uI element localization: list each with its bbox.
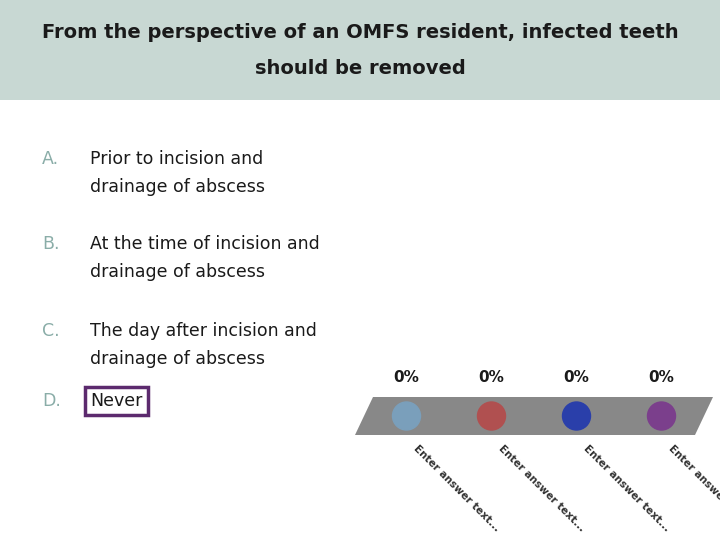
Text: 0%: 0%: [479, 370, 505, 385]
Text: Prior to incision and: Prior to incision and: [90, 150, 264, 168]
Text: C.: C.: [42, 322, 60, 340]
Text: Enter answer text...: Enter answer text...: [582, 443, 672, 533]
Text: Never: Never: [90, 392, 143, 410]
Polygon shape: [355, 397, 713, 435]
Text: Enter answer text...: Enter answer text...: [412, 443, 502, 533]
Bar: [0, 0, 720, 100]
Text: A.: A.: [42, 150, 59, 168]
Text: drainage of abscess: drainage of abscess: [90, 178, 265, 196]
Text: D.: D.: [42, 392, 61, 410]
Text: From the perspective of an OMFS resident, infected teeth: From the perspective of an OMFS resident…: [42, 23, 678, 42]
Circle shape: [647, 402, 675, 430]
Text: drainage of abscess: drainage of abscess: [90, 350, 265, 368]
Text: The day after incision and: The day after incision and: [90, 322, 317, 340]
Text: Enter answer text...: Enter answer text...: [667, 443, 720, 533]
Text: 0%: 0%: [649, 370, 675, 385]
Text: B.: B.: [42, 235, 60, 253]
Circle shape: [392, 402, 420, 430]
Circle shape: [477, 402, 505, 430]
Text: At the time of incision and: At the time of incision and: [90, 235, 320, 253]
Text: 0%: 0%: [564, 370, 590, 385]
Text: drainage of abscess: drainage of abscess: [90, 263, 265, 281]
Text: Enter answer text...: Enter answer text...: [497, 443, 587, 533]
Text: 0%: 0%: [394, 370, 420, 385]
Text: should be removed: should be removed: [255, 58, 465, 78]
Circle shape: [562, 402, 590, 430]
